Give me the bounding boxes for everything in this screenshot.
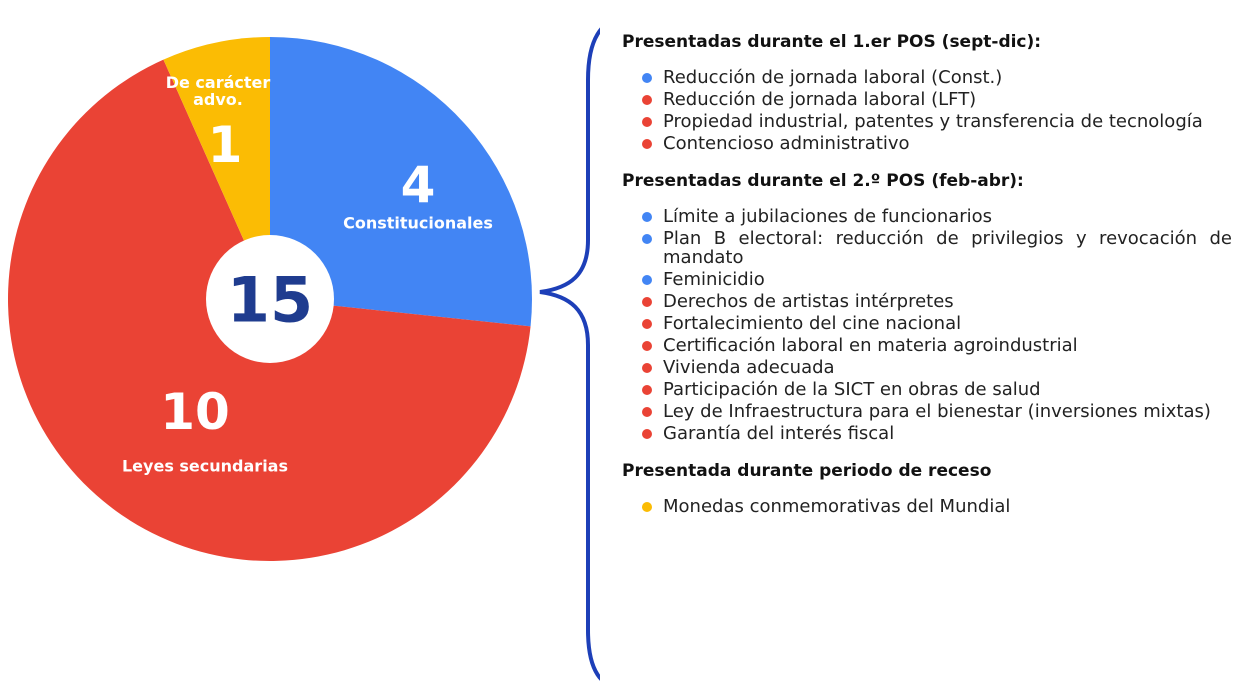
list-item: Participación de la SICT en obras de sal… [622, 380, 1232, 399]
pie-slice [163, 37, 270, 299]
list-item: Límite a jubilaciones de funcionarios [622, 207, 1232, 226]
slice-value: 10 [160, 382, 230, 441]
list-item: Vivienda adecuada [622, 358, 1232, 377]
bullet [642, 275, 652, 285]
list-item: Certificación laboral en materia agroind… [622, 336, 1232, 355]
bullet [642, 139, 652, 149]
list-item: Reducción de jornada laboral (LFT) [622, 90, 1232, 109]
item-text: Ley de Infraestructura para el bienestar… [663, 401, 1211, 422]
total: 15 [226, 263, 314, 337]
item-list: Límite a jubilaciones de funcionarios Pla… [622, 207, 1232, 443]
brace [539, 27, 600, 681]
item-text: Contencioso administrativo [663, 133, 910, 154]
list-item: Garantía del interés fiscal [622, 424, 1232, 443]
bullet [642, 297, 652, 307]
list-item: Propiedad industrial, patentes y transfe… [622, 112, 1232, 131]
slice-label: Constitucionales [343, 213, 493, 233]
center-circle [206, 235, 334, 363]
bullet [642, 407, 652, 417]
item-text: Propiedad industrial, patentes y transfe… [663, 111, 1203, 132]
item-text: Límite a jubilaciones de funcionarios [663, 206, 993, 227]
section-heading: Presentadas durante el 2.º POS (feb-abr)… [622, 171, 1024, 191]
list-item: Plan B electoral: reducción de privilegi… [622, 229, 1232, 267]
bullet [642, 73, 652, 83]
slice-value: 1 [207, 115, 243, 174]
list-item: Feminicidio [622, 270, 1232, 289]
slice-value: 4 [400, 155, 436, 214]
item-text: Vivienda adecuada [663, 357, 835, 378]
list-item: Fortalecimiento del cine nacional [622, 314, 1232, 333]
item-text: Reducción de jornada laboral (LFT) [663, 89, 977, 110]
bullet [642, 502, 652, 512]
section: Presentadas durante el 2.º POS (feb-abr)… [622, 171, 1232, 443]
bullet [642, 319, 652, 329]
section-heading: Presentadas durante el 1.er POS (sept-di… [622, 32, 1042, 52]
list: Presentadas durante el 1.er POS (sept-di… [622, 32, 1232, 534]
slice-label: De carácter advo. [165, 73, 271, 109]
bullet [642, 95, 652, 105]
item-text: Fortalecimiento del cine nacional [663, 313, 962, 334]
pie-slice [270, 37, 532, 327]
bullet [642, 117, 652, 127]
chart [8, 27, 600, 681]
list-item: Derechos de artistas intérpretes [622, 292, 1232, 311]
bullet [642, 429, 652, 439]
item-text: Monedas conmemorativas del Mundial [663, 496, 1011, 517]
item-text: Reducción de jornada laboral (Const.) [663, 67, 1003, 88]
bullet [642, 212, 652, 222]
item-list: Reducción de jornada laboral (Const.) Red… [622, 68, 1232, 153]
list-item: Reducción de jornada laboral (Const.) [622, 68, 1232, 87]
section: Presentadas durante el 1.er POS (sept-di… [622, 32, 1232, 153]
item-text: Plan B electoral: reducción de privilegi… [663, 228, 1232, 268]
list-item: Ley de Infraestructura para el bienestar… [622, 402, 1232, 421]
bullet [642, 341, 652, 351]
section-heading: Presentada durante periodo de receso [622, 461, 992, 481]
bullet [642, 234, 652, 244]
bullet [642, 363, 652, 373]
item-text: Derechos de artistas intérpretes [663, 291, 954, 312]
item-text: Garantía del interés fiscal [663, 423, 895, 444]
item-list: Monedas conmemorativas del Mundial [622, 497, 1232, 516]
section: Presentada durante periodo de receso Mone… [622, 461, 1232, 516]
slice-label: Leyes secundarias [121, 456, 288, 476]
list-item: Monedas conmemorativas del Mundial [622, 497, 1232, 516]
item-text: Feminicidio [663, 269, 765, 290]
bullet [642, 385, 652, 395]
item-text: Participación de la SICT en obras de sal… [663, 379, 1041, 400]
list-item: Contencioso administrativo [622, 134, 1232, 153]
item-text: Certificación laboral en materia agroind… [663, 335, 1078, 356]
